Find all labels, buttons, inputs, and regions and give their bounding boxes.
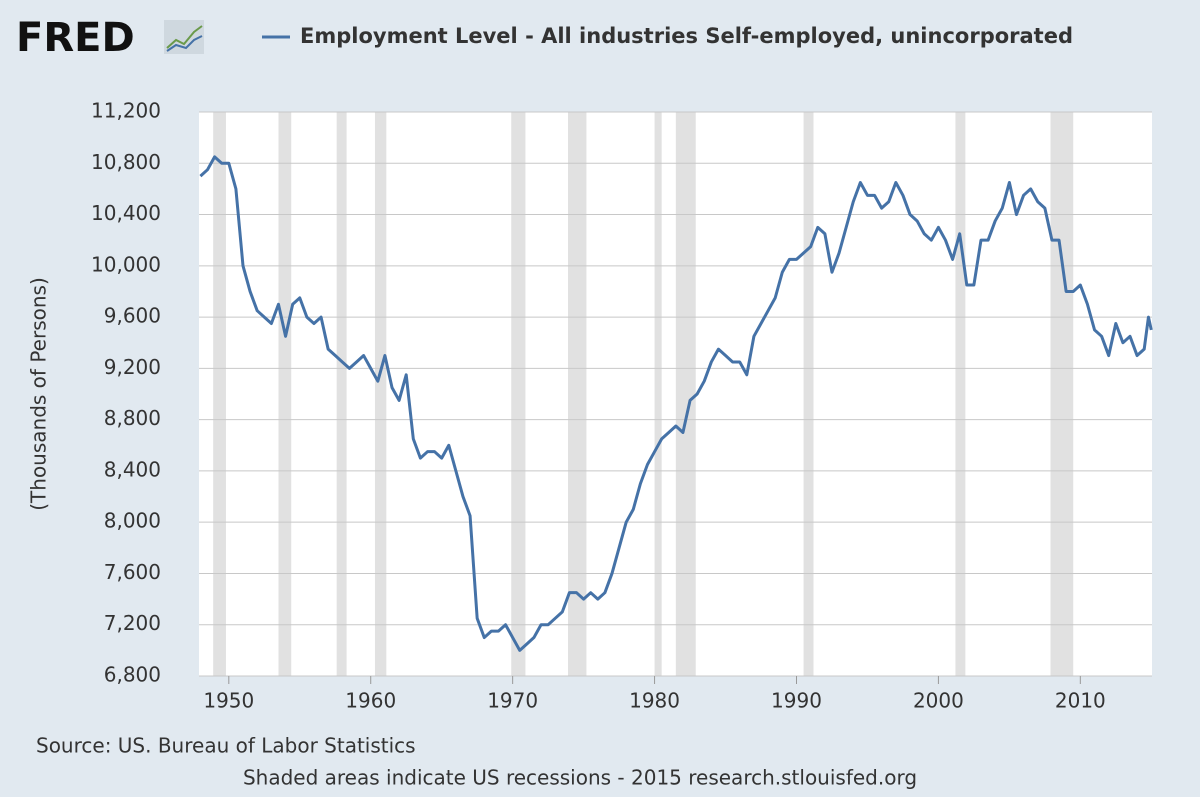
recession-band: [654, 112, 662, 676]
recession-band: [1050, 112, 1074, 676]
x-tick-label: 1950: [203, 689, 254, 713]
y-tick-label: 8,000: [104, 509, 161, 533]
x-tick-label: 1970: [487, 689, 538, 713]
y-axis-label: (Thousands of Persons): [27, 277, 51, 511]
recession-band: [278, 112, 292, 676]
y-tick-label: 11,200: [91, 99, 161, 123]
x-tick-label: 2000: [913, 689, 964, 713]
recession-band: [675, 112, 696, 676]
recession-band: [336, 112, 347, 676]
y-tick-label: 10,800: [91, 150, 161, 174]
x-tick-label: 1990: [771, 689, 822, 713]
logo: FRED: [16, 15, 135, 61]
footer: Shaded areas indicate US recessions - 20…: [243, 766, 917, 790]
plot-area: [199, 112, 1152, 676]
y-tick-label: 6,800: [104, 663, 161, 687]
y-tick-label: 10,000: [91, 252, 161, 276]
recession-band: [567, 112, 587, 676]
recession-band: [374, 112, 387, 676]
x-tick-label: 1980: [629, 689, 680, 713]
y-tick-label: 9,200: [104, 355, 161, 379]
x-tick-label: 1960: [345, 689, 396, 713]
x-tick-label: 2010: [1055, 689, 1106, 713]
series-line: [199, 155, 1153, 652]
y-tick-label: 9,600: [104, 304, 161, 328]
legend-label: Employment Level - All industries Self-e…: [300, 24, 1073, 48]
source: Source: US. Bureau of Labor Statistics: [36, 734, 416, 758]
y-tick-label: 7,200: [104, 611, 161, 635]
recession-band: [511, 112, 526, 676]
recession-band: [213, 112, 226, 676]
y-tick-label: 8,800: [104, 406, 161, 430]
y-tick-label: 7,600: [104, 560, 161, 584]
recession-band: [955, 112, 966, 676]
logo-icon: [164, 20, 204, 54]
recession-band: [803, 112, 814, 676]
y-tick-label: 8,400: [104, 457, 161, 481]
y-tick-label: 10,400: [91, 201, 161, 225]
